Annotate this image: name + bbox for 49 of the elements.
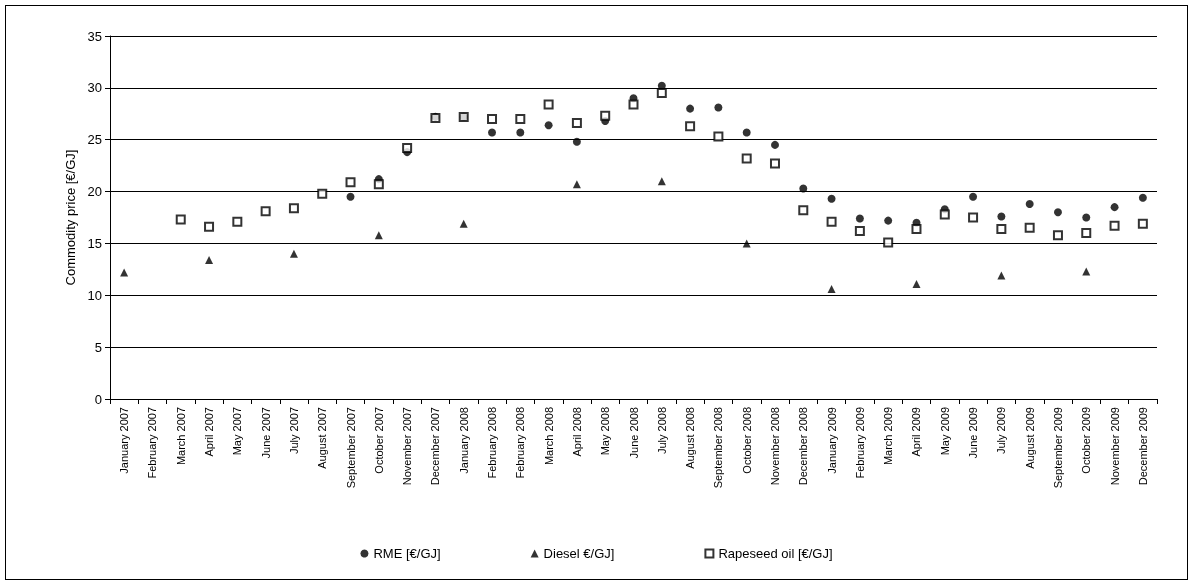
x-tick-label: July 2008 (655, 407, 668, 455)
x-tick-label: July 2009 (995, 407, 1008, 455)
y-tick-label: 30 (87, 80, 102, 96)
x-tick-label: September 2007 (344, 407, 357, 489)
x-tick-label: June 2007 (259, 407, 272, 459)
y-axis-title: Commodity price [€/GJ] (62, 149, 78, 286)
x-tick-label: November 2008 (768, 407, 781, 486)
x-tick-label: March 2009 (882, 407, 895, 466)
x-tick-label: January 2009 (825, 407, 838, 474)
x-tick-label: May 2009 (938, 407, 951, 456)
x-tick-label: June 2009 (967, 407, 980, 459)
y-tick-label: 35 (87, 28, 102, 44)
x-tick-label: March 2008 (542, 407, 555, 466)
x-tick-label: April 2008 (570, 407, 583, 457)
y-tick-label: 15 (87, 235, 102, 251)
x-tick-label: February 2007 (146, 407, 159, 479)
x-tick-label: August 2007 (316, 407, 329, 469)
x-tick-label: March 2007 (174, 407, 187, 466)
legend-label: Rapeseed oil [€/GJ] (718, 546, 833, 561)
x-tick-label: June 2008 (627, 407, 640, 459)
y-tick-label: 0 (94, 391, 102, 407)
x-tick-label: February 2008 (514, 407, 527, 479)
x-tick-label: August 2008 (684, 407, 697, 469)
y-tick-label: 25 (87, 132, 102, 148)
x-tick-label: July 2007 (287, 407, 300, 455)
x-tick-label: October 2009 (1080, 407, 1093, 474)
x-tick-label: February 2008 (486, 407, 499, 479)
x-tick-label: May 2007 (231, 407, 244, 456)
legend-label: Diesel €/GJ] (543, 546, 615, 561)
x-tick-label: April 2007 (203, 407, 216, 457)
x-tick-label: February 2009 (853, 407, 866, 479)
x-tick-label: October 2007 (372, 407, 385, 474)
y-tick-label: 20 (87, 184, 102, 200)
x-tick-label: September 2009 (1051, 407, 1064, 489)
x-tick-label: January 2007 (118, 407, 131, 474)
x-tick-label: September 2008 (712, 407, 725, 489)
x-tick-label: December 2009 (1136, 407, 1149, 486)
y-tick-label: 10 (87, 287, 102, 303)
x-tick-label: April 2009 (910, 407, 923, 457)
x-tick-label: December 2008 (797, 407, 810, 486)
x-tick-label: January 2008 (457, 407, 470, 474)
x-tick-label: November 2007 (401, 407, 414, 486)
legend-label: RME [€/GJ] (373, 546, 441, 561)
x-tick-label: December 2007 (429, 407, 442, 486)
x-tick-label: November 2009 (1108, 407, 1121, 486)
x-tick-label: August 2009 (1023, 407, 1036, 469)
y-tick-label: 5 (94, 339, 102, 355)
x-tick-label: October 2008 (740, 407, 753, 474)
x-tick-label: May 2008 (599, 407, 612, 456)
